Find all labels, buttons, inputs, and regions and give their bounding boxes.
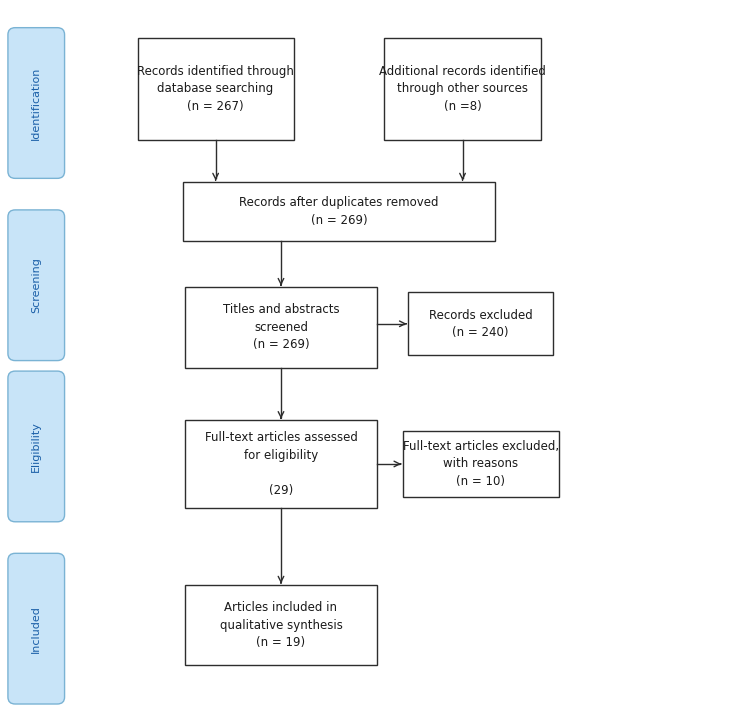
- Text: Screening: Screening: [31, 257, 42, 313]
- FancyBboxPatch shape: [184, 287, 377, 367]
- FancyBboxPatch shape: [408, 293, 553, 355]
- Text: Included: Included: [31, 605, 42, 653]
- Text: Records excluded
(n = 240): Records excluded (n = 240): [429, 309, 533, 339]
- Text: Articles included in
qualitative synthesis
(n = 19): Articles included in qualitative synthes…: [219, 601, 343, 649]
- Text: Eligibility: Eligibility: [31, 421, 42, 472]
- Text: Full-text articles excluded,
with reasons
(n = 10): Full-text articles excluded, with reason…: [402, 440, 558, 488]
- Text: Identification: Identification: [31, 66, 42, 140]
- Text: Records identified through
database searching
(n = 267): Records identified through database sear…: [137, 65, 294, 113]
- Text: Additional records identified
through other sources
(n =8): Additional records identified through ot…: [379, 65, 546, 113]
- FancyBboxPatch shape: [384, 38, 541, 140]
- FancyBboxPatch shape: [184, 420, 377, 508]
- Text: Titles and abstracts
screened
(n = 269): Titles and abstracts screened (n = 269): [222, 303, 339, 351]
- FancyBboxPatch shape: [8, 210, 65, 360]
- Text: Records after duplicates removed
(n = 269): Records after duplicates removed (n = 26…: [239, 197, 439, 227]
- FancyBboxPatch shape: [8, 553, 65, 704]
- FancyBboxPatch shape: [184, 585, 377, 666]
- Text: Full-text articles assessed
for eligibility

(29): Full-text articles assessed for eligibil…: [205, 431, 357, 497]
- FancyBboxPatch shape: [402, 431, 558, 497]
- FancyBboxPatch shape: [8, 27, 65, 178]
- FancyBboxPatch shape: [183, 182, 495, 241]
- FancyBboxPatch shape: [8, 371, 65, 522]
- FancyBboxPatch shape: [138, 38, 294, 140]
